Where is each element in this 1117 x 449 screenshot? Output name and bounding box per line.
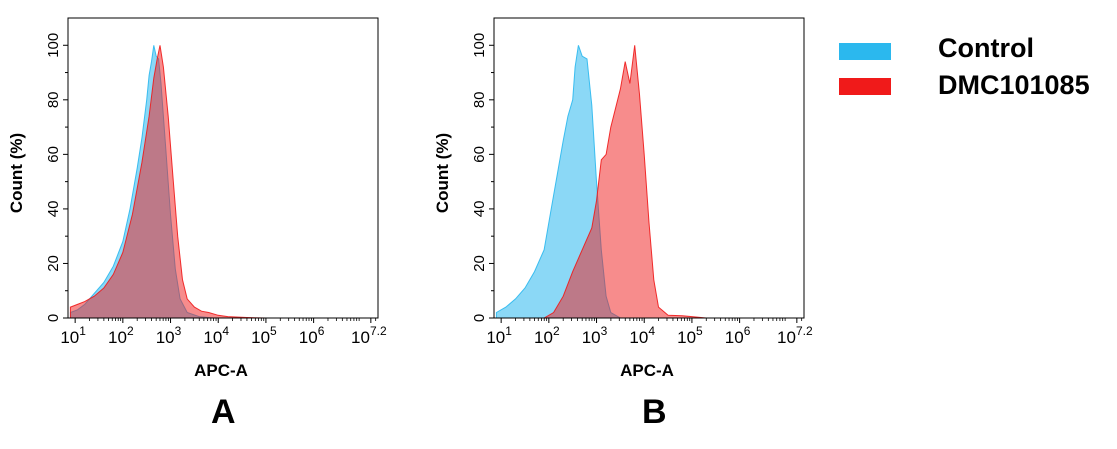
legend-swatch-control (839, 43, 891, 60)
y-tick-label-a-80: 80 (45, 91, 62, 108)
x-tick-label-a-6: 107.2 (351, 324, 387, 347)
panel-label-a: A (211, 393, 236, 431)
x-tick-label-b-0: 101 (486, 324, 512, 347)
x-tick-label-a-3: 104 (203, 324, 229, 347)
y-tick-label-a-0: 0 (45, 314, 62, 322)
y-tick-label-a-40: 40 (45, 201, 62, 218)
plot-frame-a (67, 17, 379, 319)
y-axis-title-b: Count (%) (433, 133, 452, 213)
x-tick-label-b-3: 104 (629, 324, 655, 347)
x-tick-label-a-0: 101 (60, 324, 86, 347)
y-tick-label-a-100: 100 (45, 33, 62, 58)
legend-swatch-dmc101085 (839, 78, 891, 95)
x-axis-title-b: APC-A (620, 361, 674, 380)
y-tick-label-b-60: 60 (471, 146, 488, 163)
x-tick-label-b-6: 107.2 (777, 324, 813, 347)
plot-frame-b (493, 17, 805, 319)
x-tick-label-a-5: 106 (299, 324, 325, 347)
y-tick-label-a-60: 60 (45, 146, 62, 163)
y-tick-label-b-80: 80 (471, 91, 488, 108)
y-axis-title-a: Count (%) (7, 133, 26, 213)
x-tick-label-b-4: 105 (677, 324, 703, 347)
x-tick-label-b-5: 106 (725, 324, 751, 347)
x-tick-label-b-1: 102 (534, 324, 560, 347)
x-tick-label-a-2: 103 (156, 324, 182, 347)
series-area-b-dmc101085 (542, 45, 707, 319)
y-tick-label-b-40: 40 (471, 201, 488, 218)
series-area-a-dmc101085 (69, 45, 266, 319)
panel-label-b: B (642, 393, 667, 431)
legend-label-dmc101085: DMC101085 (938, 70, 1090, 100)
x-tick-label-a-1: 102 (108, 324, 134, 347)
x-tick-label-a-4: 105 (251, 324, 277, 347)
plot-panel-b: 0 20 40 60 80 100 101 102 103 104 105 106 107.2 APC-A… (433, 17, 813, 380)
x-axis-title-a: APC-A (194, 361, 248, 380)
x-tick-label-b-2: 103 (582, 324, 608, 347)
y-tick-label-b-100: 100 (471, 33, 488, 58)
y-tick-label-b-0: 0 (471, 314, 488, 322)
plot-panel-a: 0 20 40 60 80 100 101 102 103 104 105 106 107.2 APC-A… (7, 17, 387, 380)
y-tick-label-b-20: 20 (471, 255, 488, 272)
y-tick-label-a-20: 20 (45, 255, 62, 272)
legend-label-control: Control (938, 33, 1034, 63)
